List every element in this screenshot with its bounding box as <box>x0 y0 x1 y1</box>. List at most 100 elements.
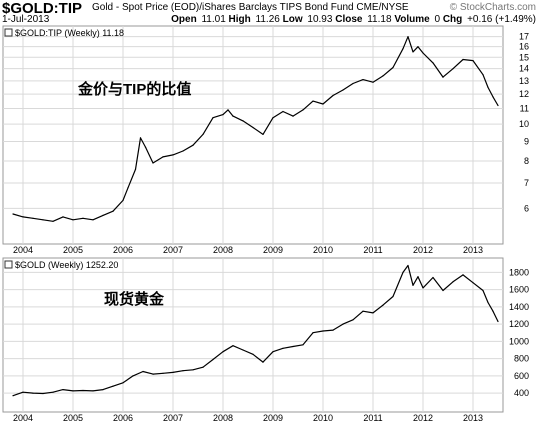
data-point <box>162 372 164 374</box>
data-point <box>422 287 424 289</box>
data-point <box>382 304 384 306</box>
data-point <box>407 36 409 38</box>
data-point <box>417 276 419 278</box>
x-tick-label: 2005 <box>63 245 83 255</box>
data-point <box>482 289 484 292</box>
y-tick-label: 15 <box>519 52 529 62</box>
data-point <box>442 76 444 78</box>
data-point <box>242 349 244 351</box>
y-tick-label: 1200 <box>509 319 529 329</box>
data-point <box>282 347 284 349</box>
chg-value: +0.16 (+1.49%) <box>467 14 536 25</box>
data-point <box>222 114 224 116</box>
x-tick-label: 2007 <box>163 413 183 423</box>
data-point <box>412 284 414 286</box>
panel-icon <box>4 260 13 269</box>
y-tick-label: 9 <box>524 137 529 147</box>
data-point <box>372 312 374 314</box>
x-tick-label: 2006 <box>113 413 133 423</box>
data-point <box>402 271 404 273</box>
data-point <box>382 75 384 77</box>
y-tick-label: 11 <box>520 103 529 113</box>
x-tick-label: 2005 <box>63 413 83 423</box>
x-tick-label: 2013 <box>463 245 483 255</box>
x-tick-label: 2009 <box>263 413 283 423</box>
data-point <box>212 358 214 361</box>
x-tick-label: 2006 <box>113 245 133 255</box>
y-tick-label: 600 <box>514 371 529 381</box>
data-point <box>102 389 104 391</box>
data-point <box>312 100 314 102</box>
close-label: Close <box>335 14 363 25</box>
y-tick-label: 12 <box>519 89 529 99</box>
data-point <box>302 109 304 111</box>
x-tick-label: 2010 <box>313 413 333 423</box>
data-point <box>462 274 464 276</box>
y-tick-label: 400 <box>514 388 529 398</box>
data-point <box>127 187 129 189</box>
x-tick-label: 2011 <box>363 413 382 423</box>
data-point <box>152 373 154 375</box>
x-tick-label: 2011 <box>363 245 382 255</box>
data-point <box>272 117 274 119</box>
y-tick-label: 1400 <box>509 302 529 312</box>
data-point <box>392 66 394 69</box>
data-point <box>262 133 264 135</box>
data-point <box>112 385 114 387</box>
chart-description: Gold - Spot Price (EOD)/iShares Barclays… <box>92 2 409 13</box>
data-point <box>82 389 84 392</box>
ohlc-summary: Open 11.01 High 11.26 Low 10.93 Close 11… <box>171 14 536 25</box>
x-tick-label: 2012 <box>413 245 433 255</box>
data-point <box>82 217 84 219</box>
y-tick-label: 6 <box>524 203 529 213</box>
x-tick-label: 2004 <box>13 413 33 423</box>
gold-chart-title: $GOLD (Weekly) 1252.20 <box>15 260 118 270</box>
ratio-chart-title: $GOLD:TIP (Weekly) 11.18 <box>15 28 124 38</box>
data-point <box>22 391 24 393</box>
low-value: 10.93 <box>307 14 333 25</box>
y-tick-label: 17 <box>519 32 529 42</box>
data-point <box>72 390 74 392</box>
chg-label: Chg <box>442 14 463 25</box>
x-tick-label: 2012 <box>413 413 433 423</box>
x-tick-label: 2008 <box>213 413 233 423</box>
data-point <box>452 68 454 70</box>
data-point <box>352 82 354 85</box>
data-point <box>122 382 124 384</box>
data-point <box>487 301 489 304</box>
data-point <box>482 74 484 76</box>
y-tick-label: 8 <box>524 156 529 166</box>
data-point <box>139 137 142 139</box>
brand-watermark: © StockCharts.com <box>449 2 536 13</box>
data-point <box>442 289 444 292</box>
data-point <box>62 216 64 218</box>
data-point <box>322 103 324 105</box>
data-point <box>312 332 314 334</box>
data-point <box>192 369 194 371</box>
data-point <box>352 319 354 321</box>
data-point <box>142 370 144 373</box>
data-point <box>252 126 254 129</box>
data-point <box>492 96 494 98</box>
quote-date: 1-Jul-2013 <box>2 14 50 25</box>
data-point <box>497 320 499 323</box>
data-point <box>52 220 54 222</box>
gold-spot-panel: 400 600 800 1000 1200 1400 1600 1800 2004 2005 200… <box>2 257 529 423</box>
data-point <box>232 115 234 117</box>
data-point <box>492 310 494 312</box>
data-point <box>42 392 44 395</box>
data-point <box>42 219 44 221</box>
data-point <box>182 370 184 372</box>
chart-symbol: $GOLD:TIP <box>2 0 83 17</box>
data-point <box>362 310 364 312</box>
data-point <box>452 281 454 283</box>
y-tick-label: 1800 <box>509 267 529 277</box>
x-tick-label: 2010 <box>313 245 333 255</box>
y-tick-label: 1000 <box>509 336 529 346</box>
data-point <box>162 156 164 158</box>
y-tick-label: 800 <box>514 354 529 364</box>
data-point <box>32 217 34 219</box>
data-point <box>112 210 114 212</box>
data-point <box>497 104 499 107</box>
